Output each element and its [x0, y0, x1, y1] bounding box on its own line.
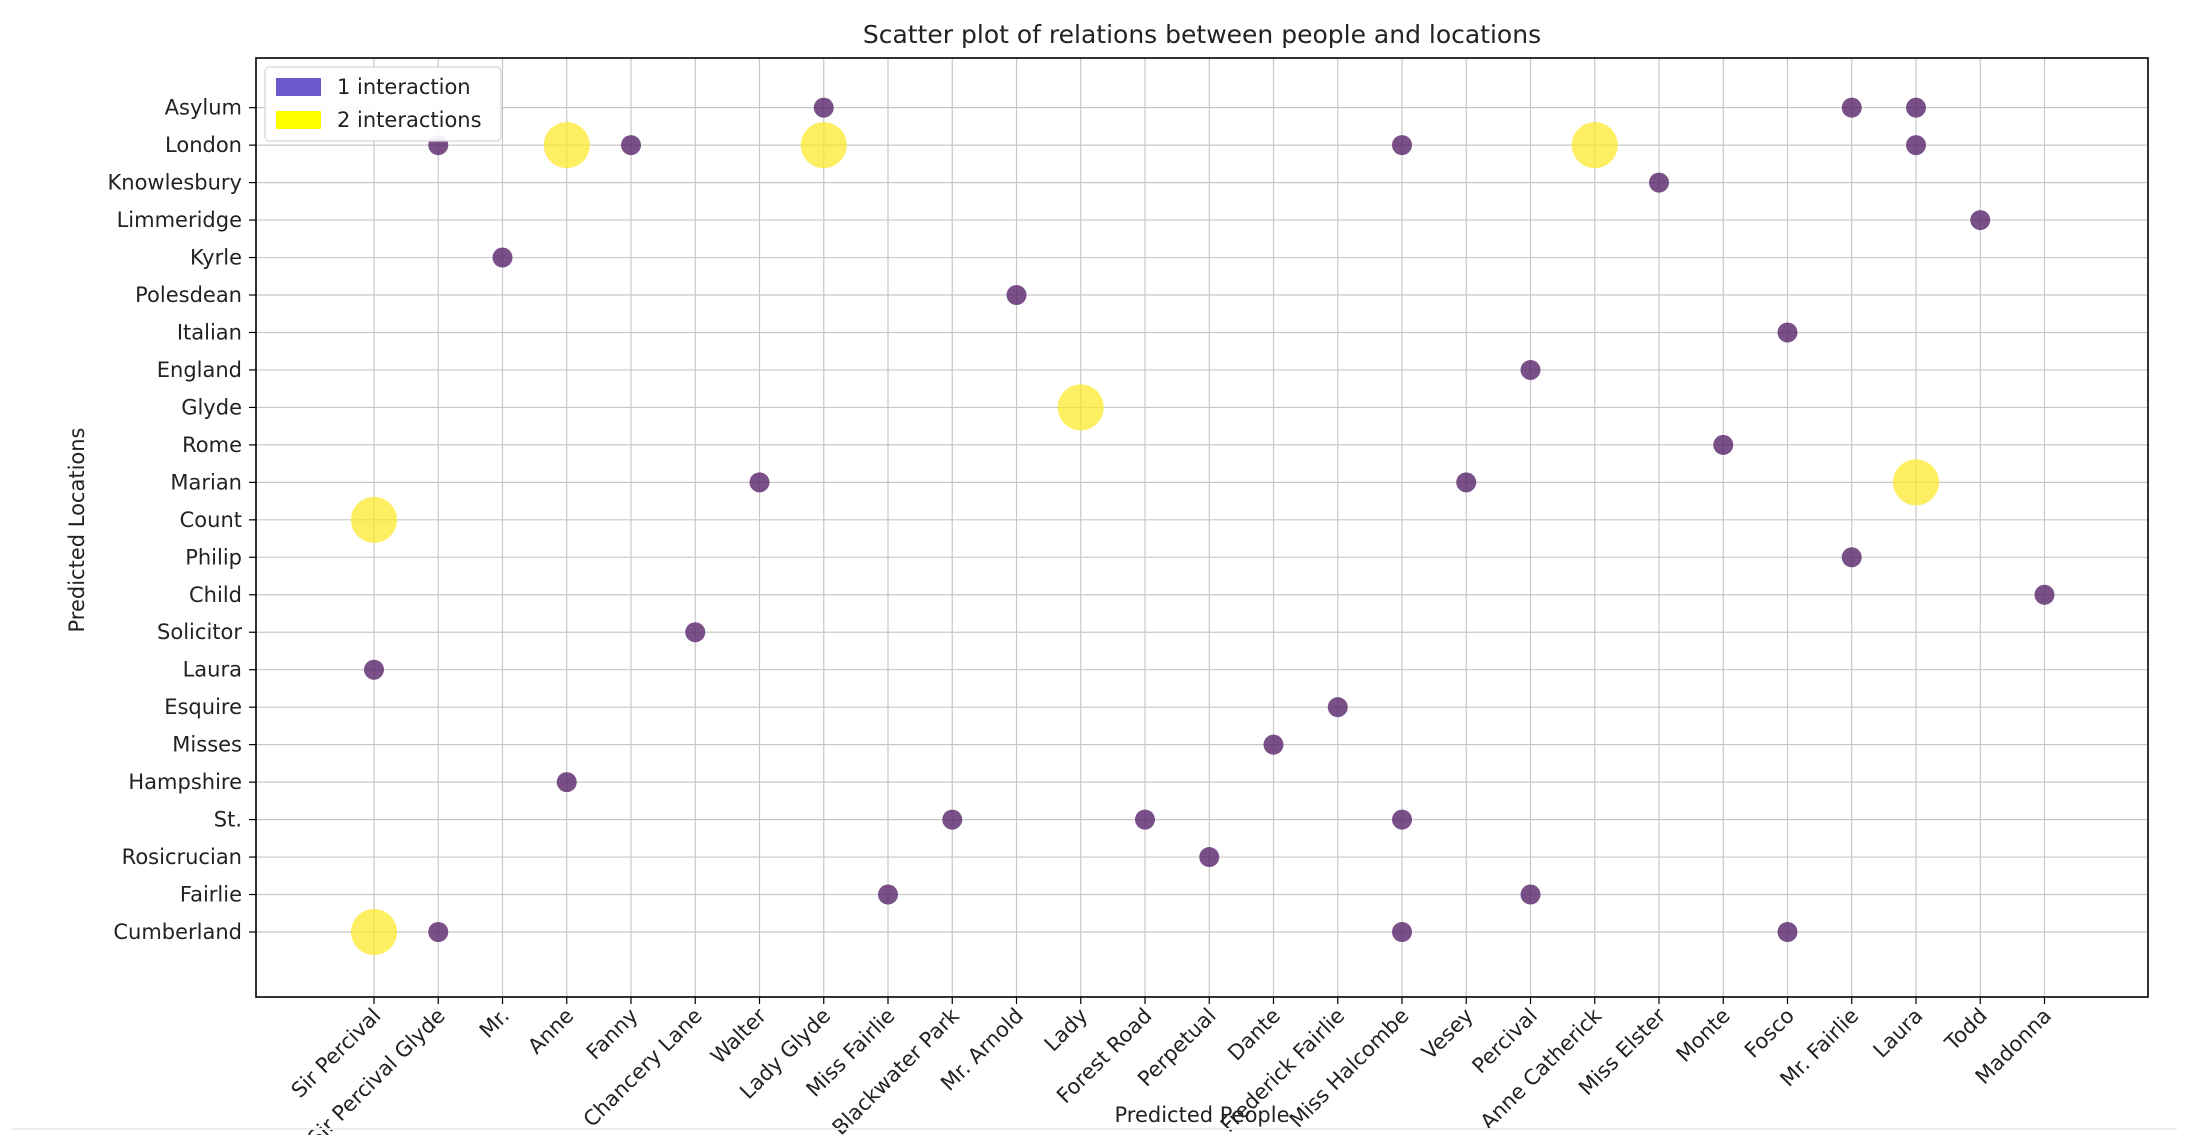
point-one-interaction [1649, 172, 1669, 193]
y-tick-label: Glyde [181, 395, 242, 419]
point-two-interactions [543, 122, 590, 169]
bottom-divider [12, 1128, 2177, 1130]
point-one-interaction [2034, 584, 2055, 605]
point-one-interaction [1520, 884, 1541, 905]
x-tick-label: Mr. [475, 1004, 514, 1043]
point-one-interaction [428, 922, 449, 942]
x-tick-label: Laura [1869, 1004, 1928, 1063]
y-tick-label: Rosicrucian [122, 845, 242, 869]
x-tick-label: Dante [1223, 1004, 1285, 1066]
point-one-interaction [1777, 922, 1798, 942]
y-tick-label: Fairlie [180, 883, 242, 907]
point-one-interaction [1906, 135, 1926, 156]
point-one-interaction [1006, 285, 1027, 306]
legend-label: 1 interaction [337, 75, 471, 99]
y-tick-label: Knowlesbury [107, 171, 242, 195]
grid-lines [256, 58, 2148, 997]
legend: 1 interaction 2 interactions [264, 66, 502, 142]
point-one-interaction [1841, 547, 1862, 568]
x-tick-label: Chancery Lane [579, 1004, 707, 1132]
y-tick-label: Child [189, 583, 242, 607]
point-one-interaction [364, 659, 384, 680]
y-tick-label: Marian [170, 470, 242, 494]
chart-title: Scatter plot of relations between people… [863, 20, 1541, 49]
point-one-interaction [492, 247, 513, 268]
legend-box [264, 66, 502, 142]
y-tick-label: Laura [183, 658, 242, 682]
y-tick-label: Cumberland [113, 920, 242, 944]
point-one-interaction [1392, 922, 1412, 942]
legend-swatch [276, 111, 321, 129]
y-tick-label: St. [214, 808, 242, 832]
y-tick-label: Asylum [165, 96, 242, 120]
x-tick-label: Lady [1040, 1004, 1093, 1057]
point-one-interaction [1777, 322, 1798, 343]
y-tick-label: Rome [182, 433, 242, 457]
y-axis-label: Predicted Locations [65, 427, 89, 632]
legend-swatch [276, 78, 321, 96]
point-two-interactions [351, 496, 397, 543]
y-tick-label: Misses [172, 733, 242, 757]
plot-frame [255, 57, 2149, 998]
y-tick-label: Kyrle [190, 246, 242, 270]
point-one-interaction [1841, 97, 1862, 118]
y-tick-label: Limmeridge [117, 208, 242, 232]
y-tick-label: England [157, 358, 242, 382]
point-one-interaction [878, 884, 898, 905]
y-tick-label: Esquire [164, 695, 242, 719]
point-one-interaction [1327, 697, 1348, 718]
point-one-interaction [1392, 135, 1412, 156]
y-tick-labels: Cumberland Fairlie Rosicrucian St. Hampshire… [107, 96, 256, 944]
x-tick-label: Todd [1940, 1004, 1992, 1056]
x-tick-label: Fanny [582, 1004, 643, 1065]
legend-label: 2 interactions [337, 108, 482, 132]
y-tick-label: Solicitor [157, 620, 242, 644]
point-one-interaction [556, 772, 577, 793]
point-one-interaction [1135, 809, 1155, 830]
point-two-interactions [351, 909, 397, 955]
point-one-interaction [621, 135, 641, 156]
point-one-interaction [1970, 210, 1991, 231]
point-one-interaction [1713, 434, 1734, 455]
x-tick-label: Monte [1672, 1004, 1735, 1067]
point-two-interactions [1571, 122, 1618, 169]
point-one-interaction [813, 97, 834, 118]
y-tick-label: Polesdean [135, 283, 242, 307]
point-two-interactions [1057, 384, 1104, 431]
point-two-interactions [1893, 459, 1939, 506]
point-two-interactions [800, 122, 847, 169]
x-tick-label: Miss Halcombe [1285, 1004, 1414, 1133]
y-tick-label: Hampshire [128, 770, 242, 794]
x-tick-label: Walter [706, 1003, 771, 1068]
point-one-interaction [1906, 97, 1926, 118]
data-points [351, 97, 2055, 955]
x-axis-label: Predicted People [1114, 1103, 1289, 1127]
point-one-interaction [685, 622, 706, 643]
point-one-interaction [1392, 809, 1412, 830]
x-tick-label: Fosco [1740, 1004, 1799, 1063]
point-one-interaction [1456, 472, 1477, 493]
point-one-interaction [942, 809, 963, 830]
point-one-interaction [1263, 734, 1284, 755]
point-one-interaction [749, 472, 770, 493]
y-tick-label: Philip [185, 545, 242, 569]
y-tick-label: Count [180, 508, 242, 532]
y-tick-label: Italian [177, 320, 242, 344]
y-tick-label: London [165, 133, 242, 157]
point-one-interaction [1199, 847, 1220, 868]
x-tick-label: Anne [523, 1004, 578, 1059]
point-one-interaction [1520, 359, 1541, 380]
x-tick-label: Vesey [1417, 1004, 1478, 1065]
